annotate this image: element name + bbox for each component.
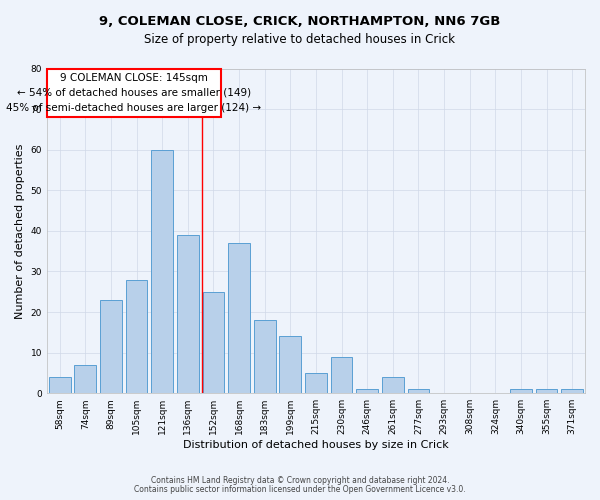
Bar [305, 373, 327, 393]
Text: Size of property relative to detached houses in Crick: Size of property relative to detached ho… [145, 32, 455, 46]
Bar [331, 356, 352, 393]
Bar [280, 336, 301, 393]
Bar [177, 235, 199, 393]
Bar [382, 377, 404, 393]
Text: 9, COLEMAN CLOSE, CRICK, NORTHAMPTON, NN6 7GB: 9, COLEMAN CLOSE, CRICK, NORTHAMPTON, NN… [100, 15, 500, 28]
X-axis label: Distribution of detached houses by size in Crick: Distribution of detached houses by size … [183, 440, 449, 450]
Text: 9 COLEMAN CLOSE: 145sqm
← 54% of detached houses are smaller (149)
45% of semi-d: 9 COLEMAN CLOSE: 145sqm ← 54% of detache… [7, 73, 262, 112]
Bar [561, 389, 583, 393]
Bar [356, 389, 378, 393]
Bar [254, 320, 275, 393]
FancyBboxPatch shape [47, 68, 221, 117]
Bar [126, 280, 148, 393]
Bar [228, 243, 250, 393]
Bar [536, 389, 557, 393]
Text: Contains HM Land Registry data © Crown copyright and database right 2024.: Contains HM Land Registry data © Crown c… [151, 476, 449, 485]
Bar [151, 150, 173, 393]
Y-axis label: Number of detached properties: Number of detached properties [15, 143, 25, 318]
Bar [49, 377, 71, 393]
Bar [510, 389, 532, 393]
Bar [203, 292, 224, 393]
Bar [407, 389, 430, 393]
Text: Contains public sector information licensed under the Open Government Licence v3: Contains public sector information licen… [134, 485, 466, 494]
Bar [74, 365, 96, 393]
Bar [100, 300, 122, 393]
